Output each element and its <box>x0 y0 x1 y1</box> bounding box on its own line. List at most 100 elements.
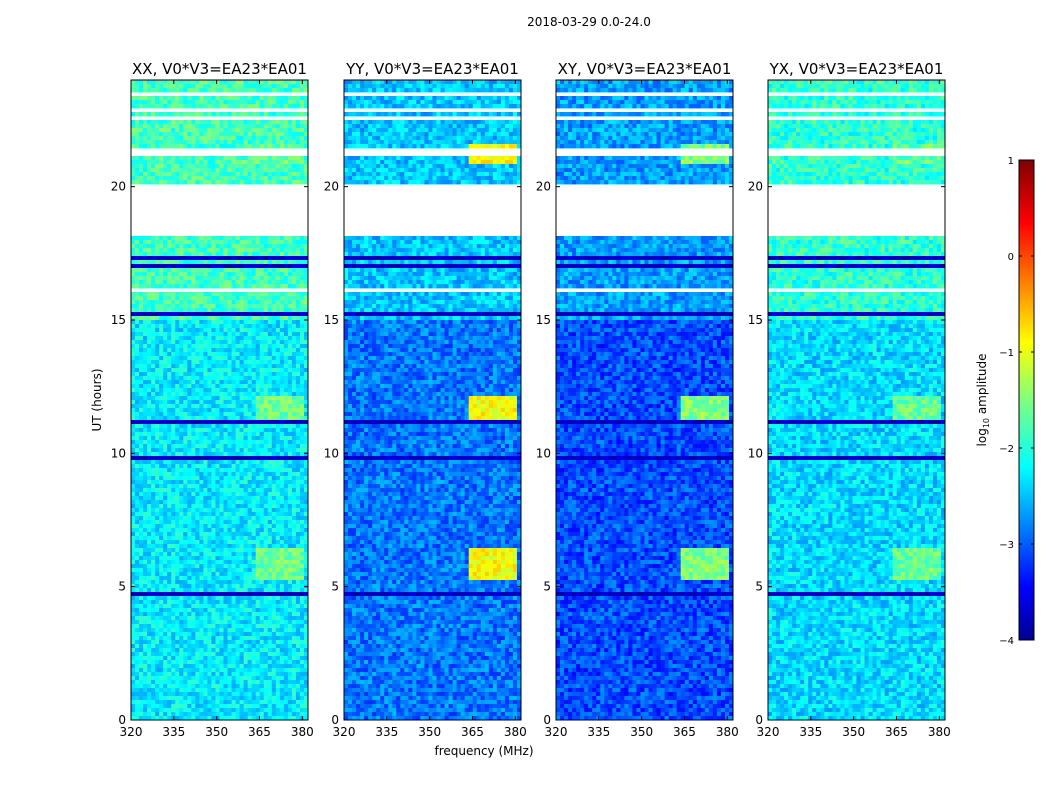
heatmap-cell <box>151 276 155 280</box>
heatmap-cell <box>280 292 284 296</box>
heatmap-cell <box>211 80 215 84</box>
heatmap-cell <box>228 256 232 260</box>
heatmap-cell <box>139 180 143 184</box>
heatmap-cell <box>155 124 159 128</box>
heatmap-cell <box>131 120 135 124</box>
heatmap-cell <box>183 276 187 280</box>
heatmap-cell <box>187 160 191 164</box>
heatmap-cell <box>248 260 252 264</box>
heatmap-cell <box>159 164 163 168</box>
heatmap-cell <box>167 244 171 248</box>
heatmap-cell <box>175 96 179 100</box>
heatmap-cell <box>179 260 183 264</box>
heatmap-cell <box>139 132 143 136</box>
heatmap-cell <box>215 160 219 164</box>
heatmap-cell <box>260 164 264 168</box>
heatmap-cell <box>220 276 224 280</box>
heatmap-cell <box>280 244 284 248</box>
heatmap-cell <box>296 272 300 276</box>
heatmap-cell <box>215 244 219 248</box>
heatmap-cell <box>147 284 151 288</box>
heatmap-cell <box>252 180 256 184</box>
heatmap-cell <box>163 168 167 172</box>
heatmap-cell <box>183 272 187 276</box>
heatmap-cell <box>191 132 195 136</box>
heatmap-cell <box>228 160 232 164</box>
heatmap-cell <box>236 80 240 84</box>
heatmap-cell <box>296 156 300 160</box>
heatmap-cell <box>175 296 179 300</box>
heatmap-cell <box>203 140 207 144</box>
heatmap-cell <box>228 280 232 284</box>
heatmap-cell <box>224 240 228 244</box>
heatmap-cell <box>199 120 203 124</box>
heatmap-cell <box>232 304 236 308</box>
heatmap-cell <box>264 252 268 256</box>
heatmap-cell <box>228 276 232 280</box>
heatmap-cell <box>207 172 211 176</box>
heatmap-cell <box>203 136 207 140</box>
heatmap-cell <box>143 128 147 132</box>
heatmap-cell <box>207 268 211 272</box>
heatmap-cell <box>211 128 215 132</box>
heatmap-cell <box>171 248 175 252</box>
heatmap-cell <box>276 296 280 300</box>
heatmap-cell <box>272 304 276 308</box>
heatmap-cell <box>260 132 264 136</box>
heatmap-cell <box>268 248 272 252</box>
heatmap-cell <box>155 84 159 88</box>
heatmap-cell <box>143 248 147 252</box>
heatmap-cell <box>175 268 179 272</box>
heatmap-cell <box>272 136 276 140</box>
heatmap-cell <box>179 312 183 316</box>
heatmap-cell <box>296 248 300 252</box>
heatmap-cell <box>171 104 175 108</box>
heatmap-cell <box>296 244 300 248</box>
heatmap-cell <box>296 104 300 108</box>
heatmap-cell <box>224 260 228 264</box>
heatmap-cell <box>151 112 155 116</box>
heatmap-cell <box>199 292 203 296</box>
heatmap-cell <box>171 272 175 276</box>
heatmap-cell <box>163 176 167 180</box>
heatmap-cell <box>195 268 199 272</box>
heatmap-cell <box>300 240 304 244</box>
heatmap-cell <box>215 300 219 304</box>
heatmap-cell <box>292 128 296 132</box>
heatmap-cell <box>228 88 232 92</box>
heatmap-cell <box>175 308 179 312</box>
heatmap-cell <box>264 276 268 280</box>
heatmap-cell <box>248 172 252 176</box>
heatmap-cell <box>211 132 215 136</box>
heatmap-cell <box>163 252 167 256</box>
heatmap-cell <box>232 120 236 124</box>
heatmap-cell <box>151 300 155 304</box>
heatmap-cell <box>276 180 280 184</box>
heatmap-cell <box>260 304 264 308</box>
heatmap-cell <box>207 136 211 140</box>
heatmap-cell <box>264 180 268 184</box>
heatmap-cell <box>167 104 171 108</box>
heatmap-cell <box>292 268 296 272</box>
heatmap-cell <box>135 272 139 276</box>
heatmap-cell <box>139 236 143 240</box>
heatmap-cell <box>195 104 199 108</box>
heatmap-cell <box>171 296 175 300</box>
heatmap-cell <box>179 276 183 280</box>
heatmap-cell <box>276 260 280 264</box>
heatmap-cell <box>199 272 203 276</box>
heatmap-cell <box>155 236 159 240</box>
heatmap-cell <box>300 144 304 148</box>
heatmap-cell <box>228 136 232 140</box>
heatmap-cell <box>163 180 167 184</box>
heatmap-cell <box>288 128 292 132</box>
heatmap-cell <box>260 284 264 288</box>
heatmap-cell <box>240 172 244 176</box>
heatmap-cell <box>256 256 260 260</box>
heatmap-cell <box>139 160 143 164</box>
heatmap-cell <box>151 292 155 296</box>
heatmap-cell <box>131 132 135 136</box>
heatmap-cell <box>260 252 264 256</box>
heatmap-cell <box>175 172 179 176</box>
heatmap-cell <box>256 172 260 176</box>
